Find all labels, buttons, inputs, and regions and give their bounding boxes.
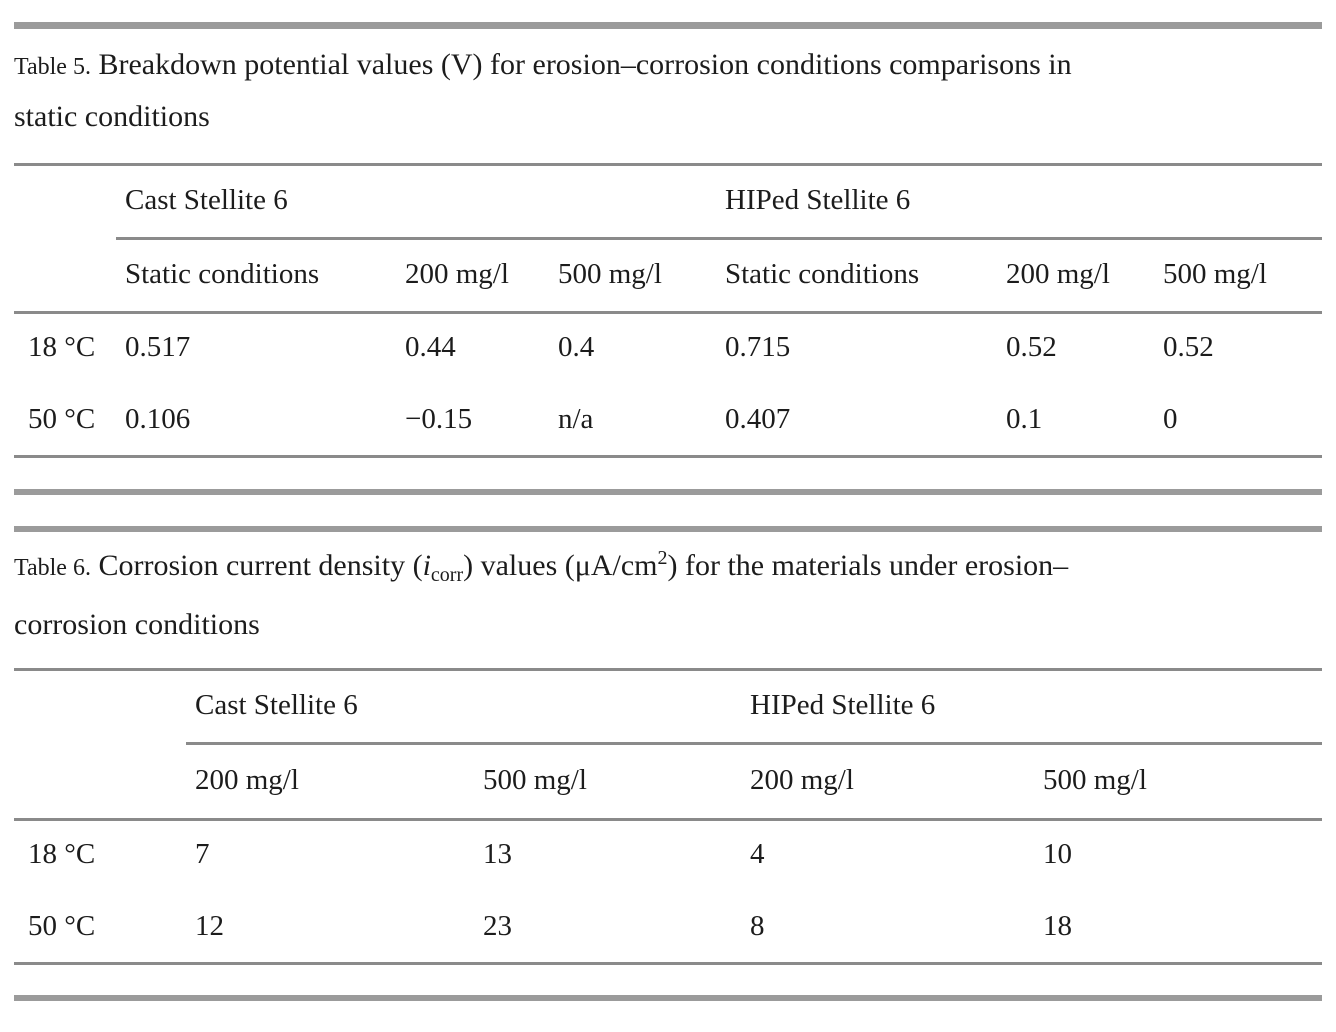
table5-top-bar [14,22,1322,29]
table6-caption-label: Table 6. [14,555,91,581]
table6: Cast Stellite 6 HIPed Stellite 6 200 mg/… [14,668,1322,962]
table5-caption: Table 5. Breakdown potential values (V) … [14,40,1326,142]
spacer-cell [483,668,750,742]
table5-cell: 0.44 [405,330,456,363]
table5-cell: 0.4 [558,330,595,363]
table5-col-header: 200 mg/l [1006,257,1110,290]
table5-cell: 0.407 [725,402,791,435]
table6-corner-cell [14,742,195,818]
table6-cell: 8 [750,909,765,942]
table5-cell: n/a [558,402,594,435]
table6-group-hiped: HIPed Stellite 6 [750,688,936,721]
table5-cell: 0.52 [1006,330,1057,363]
table6-top-bar [14,526,1322,532]
table6-cell: 18 [1043,909,1072,942]
table5-corner-cell [14,163,125,237]
table5-caption-line1: Breakdown potential values (V) for erosi… [98,48,1072,81]
table5-cell: 0.52 [1163,330,1214,363]
table6-caption-line2: corrosion conditions [14,608,260,641]
table5-group-hiped: HIPed Stellite 6 [725,183,911,216]
table6-corner-cell [14,668,195,742]
table6-group-cast: Cast Stellite 6 [195,688,358,721]
table5-caption-label: Table 5. [14,54,91,80]
table5-caption-line2: static conditions [14,100,210,133]
spacer-cell [558,163,725,237]
table6-header-bottom-rule [14,818,1322,821]
table6-caption: Table 6. Corrosion current density (icor… [14,533,1326,650]
table5-cell: 0.517 [125,330,191,363]
table5-col-header: 500 mg/l [558,257,662,290]
table5-cell: 0.106 [125,402,191,435]
table6-caption-mid: ) values (μA/cm [463,549,658,582]
table6-cell: 13 [483,837,512,870]
table5-row-label: 50 °C [28,402,96,435]
table5-end-bar [14,489,1322,495]
table6-col-header: 500 mg/l [1043,763,1147,796]
table6-cell: 12 [195,909,224,942]
table5-row-label: 18 °C [28,330,96,363]
spacer-cell [1163,163,1322,237]
table6-bottom-rule [14,962,1322,965]
table5: Cast Stellite 6 HIPed Stellite 6 Static … [14,163,1322,455]
icorr-variable: i [422,549,431,582]
spacer-cell [405,163,558,237]
table6-cell: 4 [750,837,765,870]
table6-end-bar [14,995,1322,1001]
table6-col-header: 500 mg/l [483,763,587,796]
table6-cell: 23 [483,909,512,942]
table5-cell: 0 [1163,402,1178,435]
table5-cell: 0.1 [1006,402,1043,435]
table5-corner-cell [14,237,125,311]
spacer-cell [1043,668,1322,742]
table5-bottom-rule [14,455,1322,458]
table5-group-rule [116,237,1322,240]
table5-head-rule [14,163,1322,166]
table5-header-bottom-rule [14,311,1322,314]
table5-cell: 0.715 [725,330,791,363]
table6-row-label: 50 °C [28,909,96,942]
table6-cell: 7 [195,837,210,870]
table5-group-cast: Cast Stellite 6 [125,183,288,216]
table6-row-label: 18 °C [28,837,96,870]
spacer-cell [1006,163,1163,237]
table6-caption-post: ) for the materials under erosion– [667,549,1069,582]
table5-col-header: 200 mg/l [405,257,509,290]
table6-col-header: 200 mg/l [750,763,854,796]
table5-col-header: 500 mg/l [1163,257,1267,290]
table5-col-header: Static conditions [125,257,320,290]
table5-col-header: Static conditions [725,257,920,290]
table5-cell: −0.15 [405,402,473,435]
table6-cell: 10 [1043,837,1072,870]
table6-caption-pre: Corrosion current density ( [98,549,423,582]
cm-superscript: 2 [657,547,668,569]
icorr-subscript: corr [430,564,464,586]
table6-head-rule [14,668,1322,671]
table6-group-rule [186,742,1322,745]
table6-col-header: 200 mg/l [195,763,299,796]
